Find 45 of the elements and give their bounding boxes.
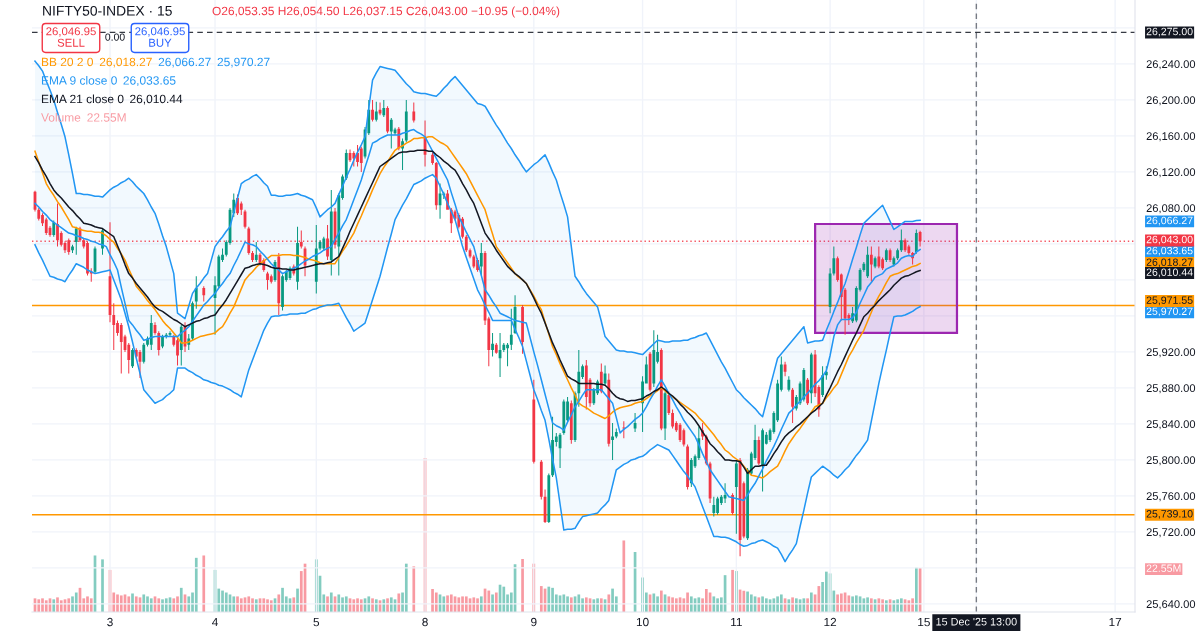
y-tick-label: 26,080.00	[1146, 204, 1196, 214]
annotation: 26,046.95 SELL	[46, 27, 96, 47]
ref-line-label: 26,275.00	[1146, 27, 1193, 37]
x-tick-label: 17	[1109, 617, 1122, 627]
x-tick-label: 5	[313, 617, 320, 627]
text: 22.55M	[87, 113, 126, 122]
ref-line-label: 25,739.10	[1146, 510, 1193, 519]
x-tick-label: 11	[731, 617, 742, 627]
y-tick-label: 26,018.27	[1146, 258, 1193, 268]
x-tick-label: 8	[422, 617, 428, 627]
x-tick-label: 3	[107, 617, 113, 627]
x-tick-label: 9	[531, 617, 537, 627]
x-tick-label: 15 Dec '25 13:00	[936, 617, 1017, 626]
annotation: 0.00	[105, 33, 125, 41]
y-tick-label: 26,010.44	[1146, 268, 1193, 278]
ref-line-label: 26,043.00	[1146, 235, 1193, 245]
y-tick-label: 26,066.27	[1146, 216, 1193, 226]
text: 26,033.65	[123, 76, 176, 87]
y-tick-label: 26,120.00	[1146, 168, 1196, 178]
text: 26,066.27	[158, 57, 211, 68]
x-tick-label: 4	[212, 617, 218, 627]
y-tick-label: 25,760.00	[1146, 492, 1196, 502]
ref-line-label: 25,971.55	[1146, 296, 1193, 306]
y-tick-label: 25,880.00	[1146, 384, 1196, 394]
y-tick-label: 26,033.65	[1146, 246, 1193, 256]
chart-title: NIFTY50-INDEX · 15	[43, 5, 172, 16]
y-tick-label: 26,200.00	[1146, 96, 1196, 106]
y-tick-label: 25,920.00	[1146, 348, 1196, 358]
text: 26,010.44	[130, 94, 183, 105]
y-tick-label: 25,800.00	[1146, 456, 1196, 466]
text: BB 20 2 0	[41, 57, 93, 67]
text: 26,018.27	[99, 57, 152, 68]
y-tick-label: 25,840.00	[1146, 420, 1196, 430]
text: 25,970.27	[217, 57, 270, 68]
x-tick-label: 12	[824, 617, 837, 627]
y-tick-label: 26,240.00	[1146, 60, 1196, 70]
y-tick-label: 25,640.00	[1146, 600, 1196, 610]
y2-tick-label: 22.55M	[1146, 564, 1181, 572]
y-tick-label: 25,720.00	[1146, 528, 1196, 538]
annotation: O26,053.35 H26,054.50 L26,037.15 C26,043.00 −10.95 (−0.04%)	[212, 6, 560, 18]
x-tick-label: 10	[636, 617, 649, 627]
y-tick-label: 26,160.00	[1146, 132, 1196, 142]
annotation: 26,046.95 BUY	[135, 27, 185, 47]
y-tick-label: 25,970.27	[1146, 307, 1193, 317]
x-tick-label: 15	[918, 617, 930, 627]
